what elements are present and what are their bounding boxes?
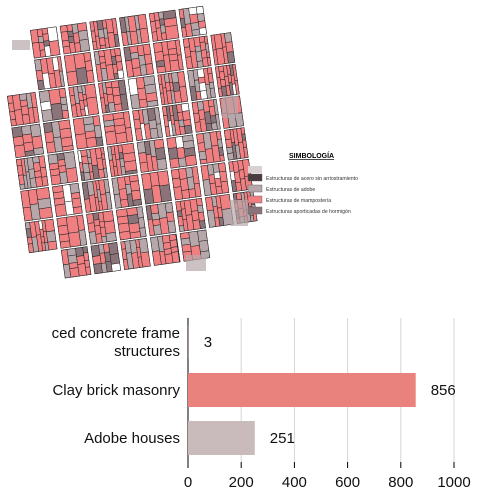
legend-swatch <box>247 173 263 182</box>
building-typology-map: SIMBOLOGÍA Estructuras de acero sin arri… <box>7 5 358 279</box>
legend-item-label: Estructuras de mampostería <box>266 198 331 204</box>
legend-item-label: Estructuras de adobe <box>266 187 315 193</box>
legend-swatch <box>247 206 263 215</box>
data-label: 856 <box>431 382 456 399</box>
category-label: Clay brick masonry <box>52 382 180 399</box>
map-legend: SIMBOLOGÍA Estructuras de acero sin arri… <box>247 151 358 215</box>
chart-labels: 0 200 400 600 800 1000 3 ced concrete frame stru… <box>52 325 471 491</box>
chart-bars <box>188 325 416 455</box>
x-tick-label: 600 <box>335 474 360 491</box>
x-tick-label: 200 <box>229 474 254 491</box>
legend-swatch <box>247 184 263 193</box>
category-label: Adobe houses <box>84 430 180 447</box>
bar <box>188 373 416 407</box>
x-tick-label: 0 <box>184 474 192 491</box>
x-tick-label: 1000 <box>437 474 470 491</box>
x-tick-label: 400 <box>282 474 307 491</box>
x-tick-label: 800 <box>388 474 413 491</box>
legend-swatch <box>247 195 263 204</box>
legend-title: SIMBOLOGÍA <box>289 151 334 160</box>
legend-swatch-blank <box>248 166 262 173</box>
data-label: 3 <box>204 334 212 351</box>
category-label: ced concrete frame structures <box>52 325 180 360</box>
bar <box>188 421 255 455</box>
bar <box>188 325 189 359</box>
legend-item-label: Estructuras aporticadas de hormigón <box>266 209 351 215</box>
bar-chart: 0 200 400 600 800 1000 3 ced concrete frame stru… <box>52 318 471 491</box>
legend-item-label: Estructuras de acero sin arriostramiento <box>266 176 358 182</box>
data-label: 251 <box>270 430 295 447</box>
city-blocks <box>7 5 258 279</box>
